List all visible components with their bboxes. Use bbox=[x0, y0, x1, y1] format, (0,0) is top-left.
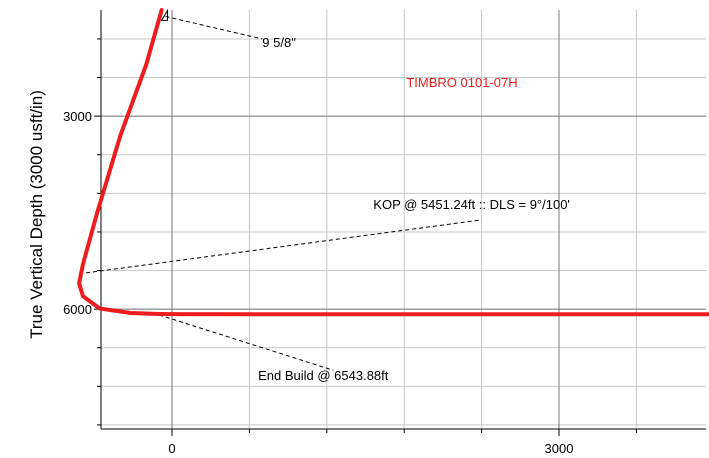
well-name-label: TIMBRO 0101-07H bbox=[406, 75, 517, 90]
axes bbox=[100, 10, 706, 430]
leader-endbuild bbox=[158, 314, 334, 371]
major-grid bbox=[101, 10, 706, 429]
casing-triangle-icon bbox=[160, 8, 169, 21]
annotation-leaders bbox=[79, 15, 482, 371]
series-line-0 bbox=[77, 8, 709, 317]
tick-labels: 03000600030006000 bbox=[63, 109, 574, 456]
leader-casing bbox=[165, 15, 263, 40]
minor-grid bbox=[101, 10, 706, 429]
annotation-labels: 9 5/8"KOP @ 5451.24ft :: DLS = 9°/100'En… bbox=[258, 35, 570, 383]
y-tick-label: 6000 bbox=[63, 302, 92, 317]
annotation-kop: KOP @ 5451.24ft :: DLS = 9°/100' bbox=[373, 197, 570, 212]
leader-kop bbox=[79, 219, 482, 275]
x-tick-label: 0 bbox=[168, 441, 175, 456]
casing-marker bbox=[160, 8, 169, 21]
x-tick-label: 3000 bbox=[545, 441, 574, 456]
y-axis-label: True Vertical Depth (3000 usft/in) bbox=[27, 90, 46, 339]
annotation-endbuild: End Build @ 6543.88ft bbox=[258, 368, 389, 383]
annotation-casing: 9 5/8" bbox=[262, 35, 296, 50]
y-tick-label: 3000 bbox=[63, 109, 92, 124]
series-group bbox=[77, 8, 709, 317]
